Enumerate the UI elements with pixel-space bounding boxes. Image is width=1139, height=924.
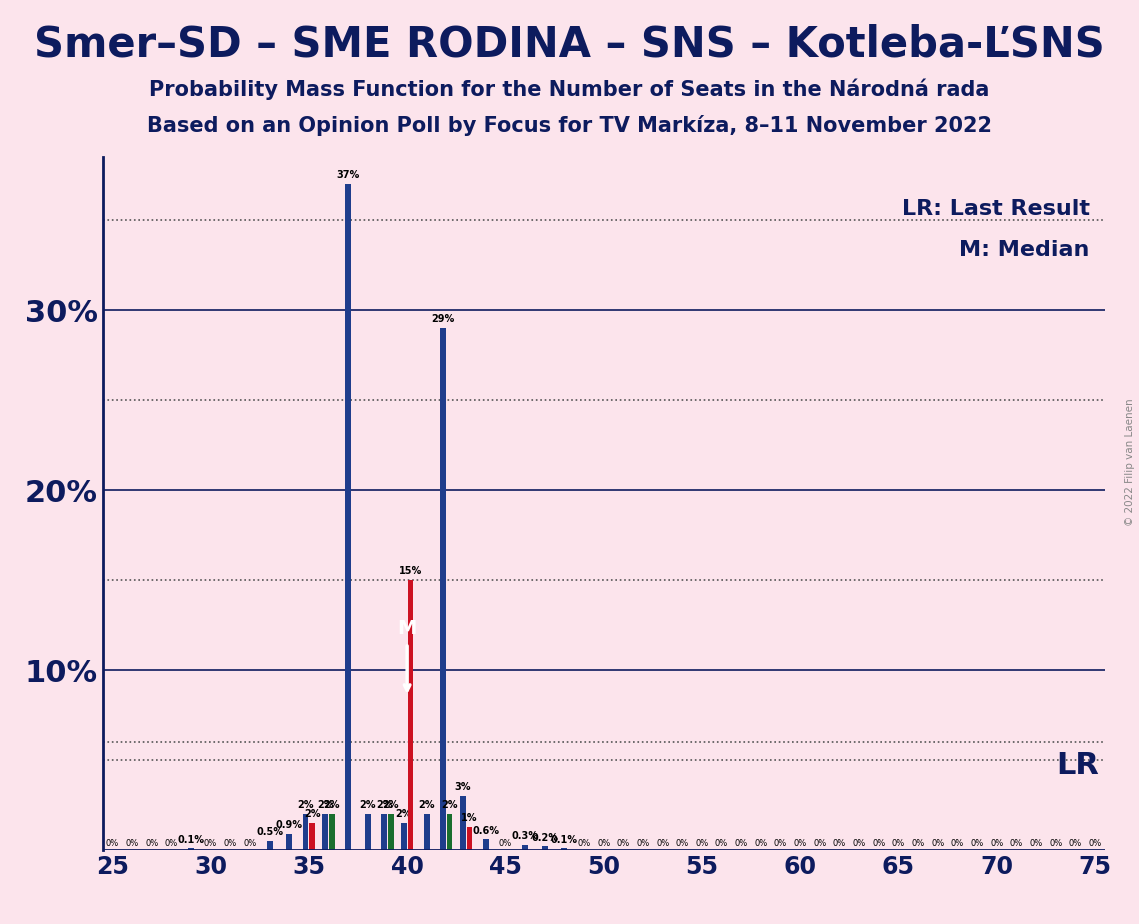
Text: 2%: 2%	[304, 809, 320, 820]
Text: 2%: 2%	[442, 800, 458, 810]
Text: 0%: 0%	[852, 839, 866, 848]
Text: 0%: 0%	[616, 839, 630, 848]
Text: 37%: 37%	[336, 171, 360, 180]
Bar	[562, 848, 567, 850]
Text: 0%: 0%	[204, 839, 218, 848]
Bar	[441, 328, 445, 850]
Text: 0%: 0%	[794, 839, 806, 848]
Bar	[382, 814, 387, 850]
Text: 0%: 0%	[735, 839, 748, 848]
Text: 2%: 2%	[376, 800, 393, 810]
Text: 0%: 0%	[145, 839, 158, 848]
Bar	[310, 823, 314, 850]
Bar	[446, 814, 452, 850]
Text: 0%: 0%	[970, 839, 984, 848]
Text: 0%: 0%	[932, 839, 944, 848]
Text: 0%: 0%	[1049, 839, 1063, 848]
Text: LR: LR	[1056, 751, 1099, 780]
Text: 0%: 0%	[223, 839, 237, 848]
Text: Based on an Opinion Poll by Focus for TV Markíza, 8–11 November 2022: Based on an Opinion Poll by Focus for TV…	[147, 116, 992, 137]
Text: 2%: 2%	[383, 800, 399, 810]
Text: 0%: 0%	[990, 839, 1003, 848]
Bar	[408, 580, 413, 850]
Text: 0%: 0%	[1068, 839, 1082, 848]
Text: 0%: 0%	[1089, 839, 1101, 848]
Text: 2%: 2%	[395, 809, 412, 820]
Bar	[467, 827, 473, 850]
Text: 3%: 3%	[454, 783, 472, 793]
Bar	[401, 823, 407, 850]
Text: 0%: 0%	[754, 839, 768, 848]
Text: 0%: 0%	[597, 839, 611, 848]
Text: Smer–SD – SME RODINA – SNS – Kotleba-ĽSNS: Smer–SD – SME RODINA – SNS – Kotleba-ĽSN…	[34, 23, 1105, 65]
Text: 0%: 0%	[833, 839, 846, 848]
Text: 0%: 0%	[695, 839, 708, 848]
Text: 1%: 1%	[461, 813, 477, 823]
Text: 0%: 0%	[106, 839, 118, 848]
Bar	[267, 841, 272, 850]
Bar	[460, 796, 466, 850]
Text: 2%: 2%	[418, 800, 435, 810]
Text: Probability Mass Function for the Number of Seats in the Národná rada: Probability Mass Function for the Number…	[149, 79, 990, 100]
Text: 0%: 0%	[165, 839, 178, 848]
Text: 0%: 0%	[872, 839, 885, 848]
Text: 0%: 0%	[244, 839, 256, 848]
Text: 0%: 0%	[773, 839, 787, 848]
Text: 0%: 0%	[656, 839, 670, 848]
Text: 0%: 0%	[813, 839, 827, 848]
Bar	[303, 814, 309, 850]
Text: 2%: 2%	[360, 800, 376, 810]
Text: 0%: 0%	[892, 839, 906, 848]
Text: 0.1%: 0.1%	[178, 834, 204, 845]
Text: 0%: 0%	[675, 839, 689, 848]
Text: M: M	[398, 619, 417, 638]
Text: 0%: 0%	[1030, 839, 1042, 848]
Bar	[345, 184, 351, 850]
Text: LR: Last Result: LR: Last Result	[902, 199, 1090, 219]
Bar	[286, 833, 293, 850]
Bar	[188, 848, 194, 850]
Text: 0%: 0%	[951, 839, 964, 848]
Bar	[483, 839, 489, 850]
Bar	[364, 814, 371, 850]
Text: 0%: 0%	[637, 839, 649, 848]
Bar	[388, 814, 394, 850]
Text: 2%: 2%	[317, 800, 334, 810]
Text: 0%: 0%	[499, 839, 513, 848]
Bar	[329, 814, 335, 850]
Text: 0.9%: 0.9%	[276, 821, 303, 831]
Bar	[322, 814, 328, 850]
Text: 0.6%: 0.6%	[473, 826, 499, 835]
Text: 15%: 15%	[399, 566, 423, 577]
Text: 0.2%: 0.2%	[531, 833, 558, 843]
Text: 0.1%: 0.1%	[551, 834, 577, 845]
Text: 0%: 0%	[715, 839, 728, 848]
Bar	[542, 846, 548, 850]
Text: 29%: 29%	[432, 314, 454, 324]
Text: 0%: 0%	[577, 839, 591, 848]
Text: © 2022 Filip van Laenen: © 2022 Filip van Laenen	[1125, 398, 1134, 526]
Bar	[522, 845, 528, 850]
Text: 0.5%: 0.5%	[256, 828, 284, 837]
Text: 0%: 0%	[911, 839, 925, 848]
Text: 0%: 0%	[1010, 839, 1023, 848]
Bar	[424, 814, 429, 850]
Text: 2%: 2%	[297, 800, 314, 810]
Text: M: Median: M: Median	[959, 240, 1090, 261]
Text: 0.3%: 0.3%	[511, 831, 539, 841]
Text: 0%: 0%	[125, 839, 139, 848]
Text: 2%: 2%	[323, 800, 341, 810]
